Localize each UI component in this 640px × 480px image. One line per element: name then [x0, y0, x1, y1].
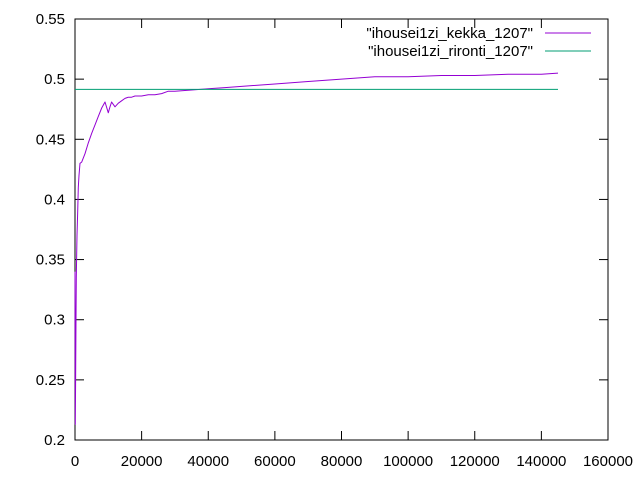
plot-frame: [74, 18, 609, 441]
y-tick-label: 0.3: [44, 312, 65, 329]
y-tick-label: 0.4: [44, 191, 65, 208]
x-tick-label: 20000: [121, 453, 163, 470]
y-tick-label: 0.5: [44, 71, 65, 88]
x-tick-label: 140000: [516, 453, 566, 470]
x-tick-label: 80000: [321, 453, 363, 470]
legend: "ihousei1zi_kekka_1207""ihousei1zi_riron…: [366, 25, 591, 60]
y-tick-label: 0.25: [36, 372, 65, 389]
x-tick-label: 0: [71, 453, 79, 470]
y-tick-label: 0.35: [36, 252, 65, 269]
y-tick-label: 0.2: [44, 432, 65, 449]
x-tick-label: 160000: [583, 453, 633, 470]
x-tick-label: 60000: [254, 453, 296, 470]
series-line-1: [74, 72, 559, 425]
y-tick-label: 0.45: [36, 131, 65, 148]
axis-ticks: 0.2 0.25 0.3 0.35 0.4 0.45 0.5 0.55 0 20000 40000 6…: [36, 11, 633, 470]
y-tick-label: 0.55: [36, 11, 65, 28]
x-tick-label: 40000: [187, 453, 229, 470]
x-tick-label: 100000: [383, 453, 433, 470]
legend-label-2: "ihousei1zi_rironti_1207": [368, 43, 533, 60]
x-tick-label: 120000: [450, 453, 500, 470]
series-lines: [74, 72, 559, 425]
legend-label-1: "ihousei1zi_kekka_1207": [366, 25, 533, 42]
